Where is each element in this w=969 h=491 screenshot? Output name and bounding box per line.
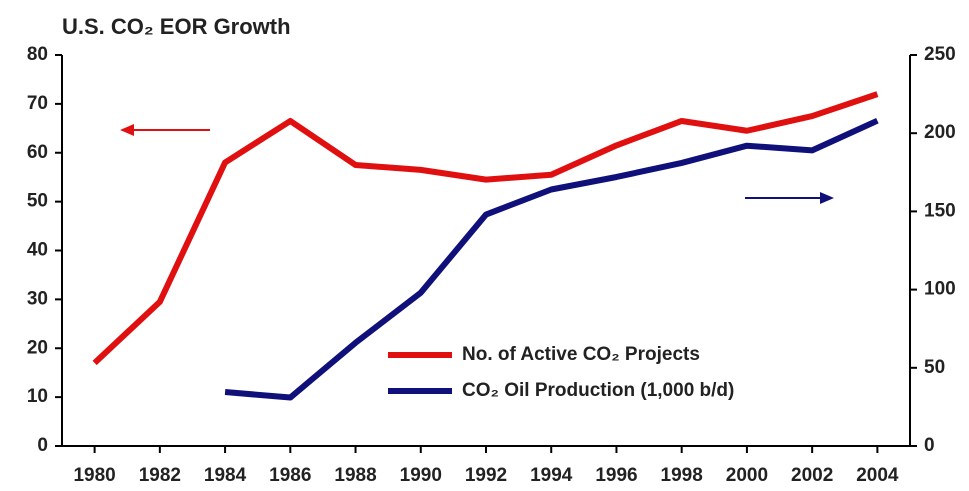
series-line [224,117,879,401]
x-tick-label: 1998 [661,465,703,486]
legend-label: CO₂ Oil Production (1,000 b/d) [462,380,734,401]
x-tick-label: 2004 [856,465,899,486]
y-tick-label: 0 [37,435,48,456]
x-tick-label: 2000 [726,465,768,486]
y2-tick-label: 50 [924,357,945,378]
y-tick-label: 80 [27,44,48,65]
series-line [92,91,879,366]
x-tick-label: 1986 [269,465,311,486]
x-tick-label: 1988 [334,465,376,486]
x-tick-label: 1984 [204,465,247,486]
y2-tick-label: 0 [924,435,935,456]
x-tick-label: 2002 [791,465,833,486]
x-tick-label: 1996 [595,465,637,486]
y-tick-label: 10 [27,386,48,407]
y-tick-label: 60 [27,142,48,163]
x-tick-label: 1992 [465,465,507,486]
chart-title: U.S. CO₂ EOR Growth [62,14,291,39]
y2-tick-label: 200 [924,122,956,143]
x-tick-label: 1980 [73,465,115,486]
y-tick-label: 20 [27,337,48,358]
y2-tick-label: 150 [924,200,956,221]
y-tick-label: 30 [27,288,48,309]
x-tick-label: 1994 [530,465,573,486]
y-tick-label: 70 [27,93,48,114]
left-arrow [120,124,210,136]
y2-tick-label: 250 [924,44,956,65]
x-tick-label: 1990 [400,465,442,486]
y2-tick-label: 100 [924,279,956,300]
legend-label: No. of Active CO₂ Projects [462,344,700,365]
y-tick-label: 50 [27,191,48,212]
right-arrow [745,192,834,204]
x-tick-label: 1982 [139,465,181,486]
y-tick-label: 40 [27,240,48,261]
